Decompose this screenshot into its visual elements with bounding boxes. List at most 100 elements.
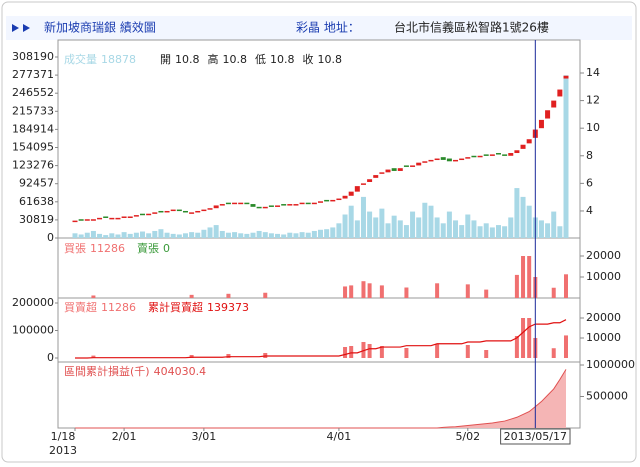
volume-bar: [428, 205, 434, 238]
y-tick-label: 277371: [12, 68, 54, 81]
volume-bar: [158, 229, 164, 238]
candle: [164, 210, 170, 213]
candle: [140, 213, 146, 216]
bar: [189, 355, 194, 358]
bar: [361, 342, 366, 358]
candle: [305, 202, 311, 205]
y2-tick-label: 14: [586, 66, 600, 79]
volume-bar: [127, 233, 133, 238]
volume-bar: [146, 233, 152, 238]
candle: [256, 206, 262, 209]
candle: [502, 154, 508, 156]
candle: [219, 204, 225, 206]
volume-bar: [219, 230, 225, 238]
header-title: 新加坡商瑞銀 績效圖: [44, 20, 156, 35]
candle: [459, 158, 465, 161]
candle: [90, 219, 96, 221]
y-tick-label: 0: [47, 231, 54, 244]
volume-bar: [416, 217, 422, 238]
bar: [349, 346, 354, 358]
candle: [508, 153, 514, 156]
y-tick-label: 61638: [19, 195, 54, 208]
y2-tick-label: 10: [586, 121, 600, 134]
candle: [225, 202, 231, 205]
volume-bar: [434, 217, 440, 238]
y2-tick-label: 6: [586, 176, 593, 189]
candle: [354, 186, 360, 192]
legend-name: 成交量: [64, 52, 97, 66]
volume-bar: [250, 232, 256, 238]
volume-bar: [281, 234, 287, 238]
candle: [103, 216, 109, 218]
y-tick-label: 123276: [12, 159, 54, 172]
volume-bar: [244, 233, 250, 238]
volume-bar: [164, 232, 170, 238]
y-tick-label: 184914: [12, 122, 54, 135]
y-tick-label: 246552: [12, 86, 54, 99]
bar: [551, 348, 556, 358]
volume-bar: [391, 215, 397, 238]
candle: [526, 139, 532, 144]
bar: [361, 281, 366, 298]
candle: [520, 144, 526, 149]
volume-bar: [367, 211, 373, 238]
y2-tick-label: 8: [586, 149, 593, 162]
candle: [373, 175, 379, 178]
volume-bar: [471, 220, 477, 238]
ohlc-value: 10.8: [223, 53, 248, 66]
volume-bar: [72, 233, 78, 238]
y-tick-label: 154095: [12, 141, 54, 154]
volume-bar: [305, 232, 311, 238]
candle: [403, 165, 409, 167]
bar: [435, 283, 440, 298]
x-tick-label: 4/01: [327, 430, 352, 443]
volume-bar: [103, 235, 109, 238]
candle: [182, 210, 188, 213]
bar: [379, 346, 384, 358]
candle: [84, 219, 90, 221]
legend-name: 買賣超: [64, 300, 97, 314]
year-label: 2013: [49, 444, 77, 457]
volume-bar: [397, 220, 403, 238]
legend-name: 賣張: [137, 241, 159, 255]
volume-bar: [526, 205, 532, 238]
candle: [514, 150, 520, 154]
candle: [440, 157, 446, 160]
bar: [263, 292, 268, 298]
candle: [146, 213, 152, 216]
candle: [410, 165, 416, 167]
bar: [226, 293, 231, 298]
legend-name: 累計買賣超: [148, 300, 203, 314]
bar: [564, 335, 568, 358]
ohlc-value: 10.8: [175, 53, 200, 66]
x-tick-label: 3/01: [192, 430, 217, 443]
y-tick-label: 215733: [12, 104, 54, 117]
arrow-icon: [23, 24, 30, 32]
candle: [262, 206, 268, 209]
volume-bar: [318, 229, 323, 238]
volume-bar: [551, 211, 557, 238]
y-tick-label: 30819: [19, 213, 54, 226]
bar: [343, 347, 348, 358]
candle: [176, 209, 182, 212]
bar: [226, 354, 231, 358]
candle: [428, 159, 434, 162]
volume-bar: [336, 223, 342, 238]
candle: [311, 202, 317, 205]
candle: [495, 153, 501, 155]
candle: [397, 168, 403, 171]
volume-bar: [182, 233, 188, 238]
volume-bar: [189, 232, 195, 238]
candle: [385, 169, 391, 173]
volume-bar: [477, 226, 483, 238]
volume-bar: [342, 214, 348, 238]
candle: [434, 158, 440, 161]
volume-bar: [133, 232, 139, 238]
candle: [348, 191, 354, 196]
candle: [471, 155, 477, 158]
bar: [404, 348, 409, 358]
legend-value: 11286: [90, 242, 125, 255]
volume-bar: [453, 220, 459, 238]
candle: [109, 217, 115, 220]
area-line: [75, 369, 567, 429]
